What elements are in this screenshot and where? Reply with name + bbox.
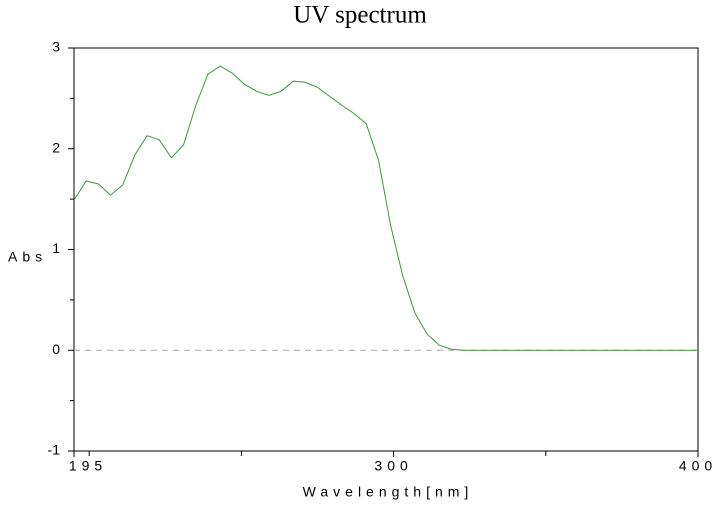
y-tick-label: 3 bbox=[52, 39, 60, 55]
x-axis-label: Wavelength[nm] bbox=[303, 484, 474, 500]
plot-frame bbox=[73, 47, 699, 452]
y-axis-label: Abs bbox=[8, 249, 47, 265]
x-tick-label: 195 bbox=[69, 458, 107, 474]
x-tick-label: 400 bbox=[679, 458, 717, 474]
spectrum-line bbox=[73, 65, 698, 351]
x-tick-label: 300 bbox=[374, 458, 412, 474]
y-tick-label: -1 bbox=[48, 442, 61, 458]
y-tick-label: 0 bbox=[52, 341, 60, 357]
chart-title: UV spectrum bbox=[293, 2, 427, 29]
y-tick-label: 1 bbox=[52, 240, 60, 256]
y-tick-label: 2 bbox=[52, 139, 60, 155]
